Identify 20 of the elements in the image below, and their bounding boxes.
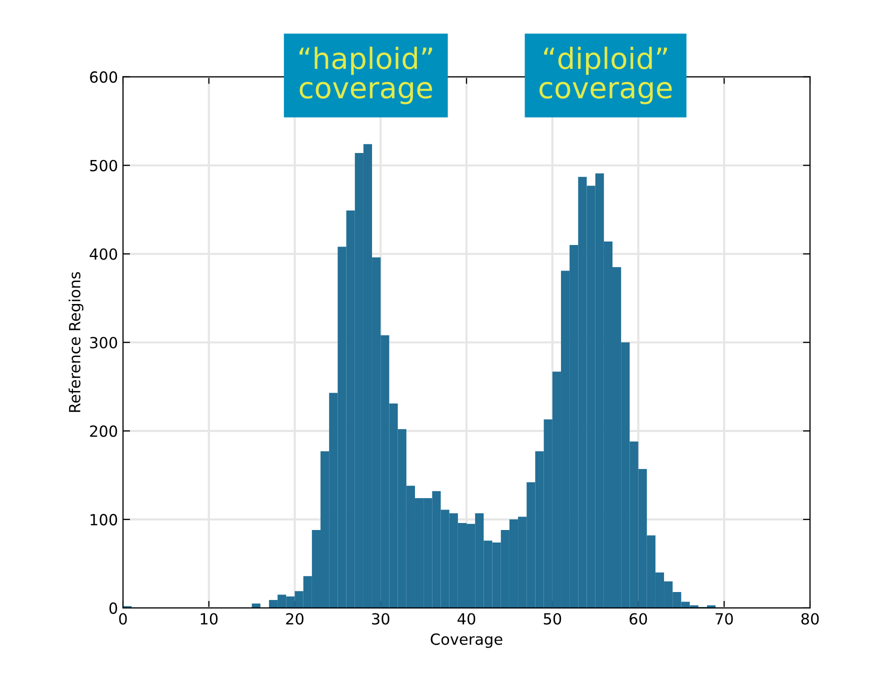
x-tick-label: 10 — [200, 613, 218, 625]
y-tick-label: 600 — [90, 71, 118, 83]
x-tick-label: 70 — [716, 613, 733, 625]
x-tick-label: 0 — [119, 613, 127, 625]
y-tick-label: 0 — [109, 602, 118, 614]
x-tick-label: 50 — [544, 613, 562, 625]
x-tick-label: 20 — [286, 613, 304, 625]
annotation: “haploid” coverage — [300, 46, 432, 104]
y-tick-label: 300 — [90, 336, 118, 348]
x-tick-label: 40 — [458, 613, 476, 625]
x-tick-label: 80 — [801, 613, 819, 625]
y-tick-label: 100 — [90, 514, 118, 526]
x-tick-label: 60 — [630, 613, 647, 625]
y-tick-label: 500 — [90, 160, 118, 172]
x-tick-label: 30 — [372, 613, 390, 625]
annotation: “diploid” coverage — [540, 46, 672, 104]
y-tick-label: 400 — [90, 248, 118, 260]
x-axis-title: Coverage — [430, 633, 502, 648]
y-axis-title: Reference Regions — [68, 272, 84, 412]
y-tick-label: 200 — [90, 425, 118, 437]
